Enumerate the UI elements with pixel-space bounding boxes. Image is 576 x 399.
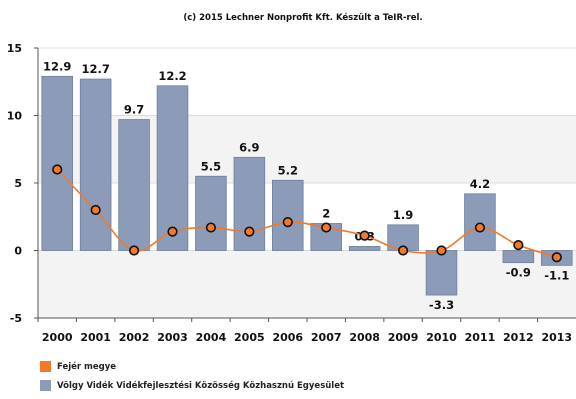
legend-label-line: Fejér megye: [57, 361, 117, 372]
y-tick-label: 15: [7, 42, 22, 55]
bar-2010: [425, 250, 458, 296]
x-tick-label-2000: 2000: [42, 331, 73, 344]
legend-label-bar: Völgy Vidék Vidékfejlesztési Közösség Kö…: [57, 380, 345, 391]
bar-label-2012: -0.9: [506, 266, 531, 280]
x-tick-label-2007: 2007: [311, 331, 342, 344]
x-tick-label-2008: 2008: [349, 331, 380, 344]
bar-2002: [118, 119, 150, 251]
line-point-2011: [474, 222, 486, 233]
line-point-2012: [513, 240, 524, 251]
x-tick-label-2006: 2006: [272, 331, 303, 344]
legend-item-line: Fejér megye: [40, 361, 116, 372]
bar-label-2000: 12.9: [43, 59, 71, 73]
line-series: [52, 164, 562, 263]
x-tick-label-2013: 2013: [541, 331, 572, 344]
chart-title: (c) 2015 Lechner Nonprofit Kft. Készült …: [183, 12, 422, 23]
bar-label-2010: -3.3: [429, 298, 454, 312]
bar-label-2011: 4.2: [470, 177, 490, 191]
legend-swatch-line: [40, 361, 51, 372]
y-tick-label: -5: [10, 312, 22, 325]
line-point-2004: [205, 222, 217, 233]
line-point-2000: [52, 164, 63, 175]
bar-2004: [195, 175, 227, 251]
bar-value-labels: 12.912.79.712.25.56.95.220.31.9-3.34.2-0…: [43, 59, 569, 312]
x-tick-label-2004: 2004: [196, 331, 227, 344]
x-tick-label-2011: 2011: [465, 331, 496, 344]
bar-label-2003: 12.2: [158, 69, 186, 83]
legend-swatch-bar: [40, 380, 51, 391]
line-point-2008: [359, 230, 370, 241]
y-axis-ticks: -5 0 5 10 15: [7, 42, 38, 325]
line-point-2009: [397, 245, 409, 256]
plot-band: [38, 48, 576, 116]
bar-label-2002: 9.7: [124, 103, 144, 117]
bar-2011: [464, 193, 496, 251]
y-tick-label: 0: [14, 245, 22, 258]
bar-label-2013: -1.1: [544, 268, 569, 282]
bar-2006: [272, 179, 304, 251]
bar-2001: [79, 78, 112, 251]
bar-2000: [41, 75, 73, 251]
line-point-2006: [282, 217, 293, 228]
bar-2012: [502, 250, 535, 264]
bar-label-2006: 5.2: [278, 163, 298, 177]
line-point-2007: [321, 222, 332, 233]
y-tick-label: 10: [7, 110, 23, 123]
x-axis-ticks: 2000 2001 2002 2003 2004 2005 2006 2007 2008 2009…: [37, 318, 572, 344]
line-point-2010: [436, 245, 447, 256]
bar-label-2005: 6.9: [239, 140, 259, 154]
x-tick-label-2003: 2003: [157, 331, 188, 344]
bar-series: [41, 75, 573, 296]
y-tick-label: 5: [14, 177, 22, 190]
line-point-2002: [128, 245, 140, 256]
bar-label-2001: 12.7: [81, 62, 109, 76]
bar-2008: [348, 246, 381, 251]
chart-svg: (c) 2015 Lechner Nonprofit Kft. Készült …: [7, 12, 576, 344]
legend-item-bar: Völgy Vidék Vidékfejlesztési Közösség Kö…: [40, 380, 344, 391]
bar-label-2009: 1.9: [393, 208, 413, 222]
x-tick-label-2009: 2009: [388, 331, 419, 344]
plot-band: [38, 250, 576, 318]
line-point-2003: [167, 226, 178, 237]
x-tick-label-2012: 2012: [503, 331, 534, 344]
x-tick-label-2002: 2002: [119, 331, 150, 344]
bar-label-2007: 2: [322, 207, 330, 221]
x-tick-label-2005: 2005: [234, 331, 265, 344]
x-tick-label-2001: 2001: [80, 331, 111, 344]
bar-label-2004: 5.5: [201, 159, 221, 173]
bar-2003: [156, 85, 189, 251]
line-point-2001: [90, 204, 101, 216]
x-tick-label-2010: 2010: [426, 331, 457, 344]
line-point-2013: [551, 252, 562, 263]
line-point-2005: [244, 226, 255, 237]
